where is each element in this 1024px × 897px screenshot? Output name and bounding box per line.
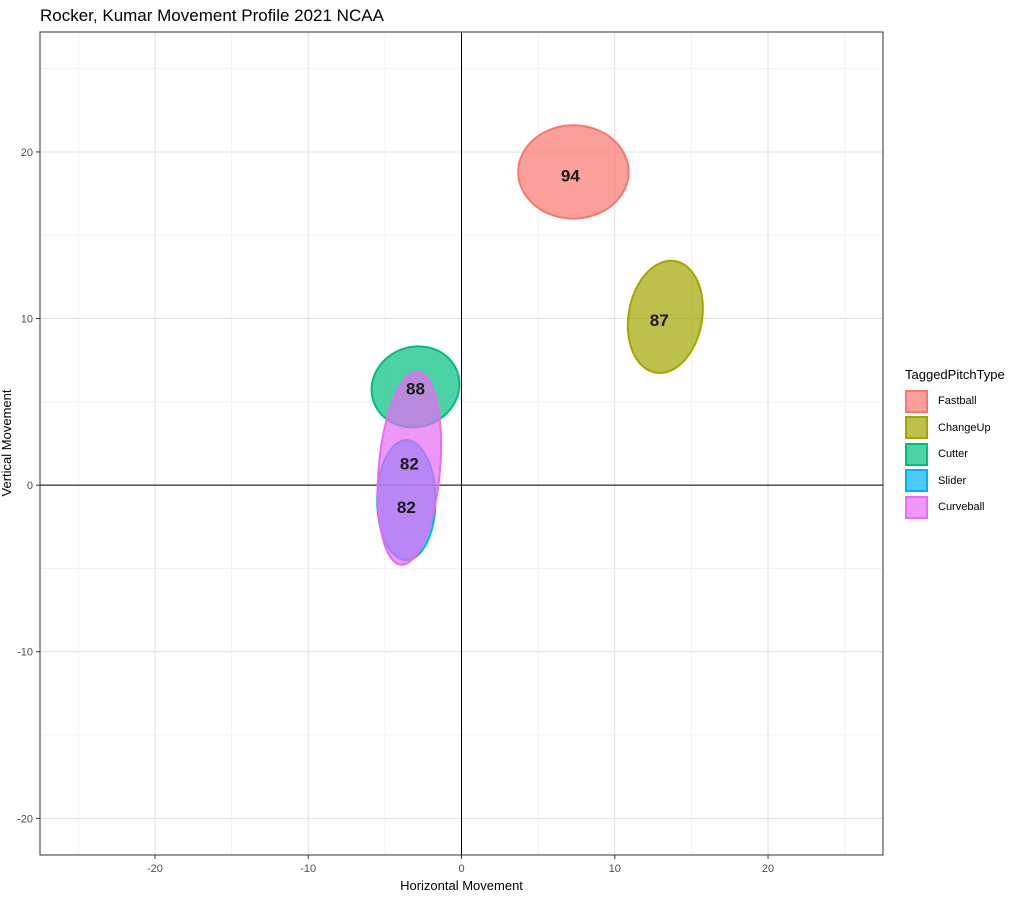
- legend-item-curveball: Curveball: [905, 494, 1005, 521]
- y-axis-ticks: -20 -10 0 10 20: [17, 147, 40, 825]
- velocity-label-slider: 82: [397, 498, 416, 517]
- legend-label: ChangeUp: [938, 421, 991, 434]
- x-axis-ticks: -20 -10 0 10 20: [147, 855, 774, 875]
- legend-key-changeup: [905, 416, 928, 440]
- x-tick-label: 10: [609, 863, 621, 875]
- legend-label: Curveball: [938, 501, 985, 514]
- legend-item-cutter: Cutter: [905, 441, 1005, 468]
- legend-title: TaggedPitchType: [905, 367, 1005, 382]
- legend: TaggedPitchType Fastball ChangeUp Cutter Sl…: [905, 367, 1005, 521]
- legend-items: Fastball ChangeUp Cutter Slider Curveball: [905, 388, 1005, 521]
- velocity-label-cutter: 88: [406, 380, 425, 399]
- zero-lines: [40, 32, 883, 855]
- x-tick-label: 0: [458, 863, 464, 875]
- velocity-labels: 94 87 88 82 82: [397, 166, 669, 517]
- ellipse-fastball: [517, 124, 630, 220]
- x-tick-label: -20: [147, 863, 163, 875]
- y-tick-label: 0: [27, 480, 33, 492]
- velocity-label-fastball: 94: [561, 166, 580, 185]
- x-axis-title: Horizontal Movement: [400, 878, 523, 893]
- y-tick-label: -10: [17, 647, 33, 659]
- legend-label: Slider: [938, 474, 967, 487]
- x-tick-label: 20: [762, 863, 774, 875]
- legend-label: Cutter: [938, 448, 968, 461]
- y-axis-title: Vertical Movement: [0, 389, 14, 496]
- y-tick-label: 20: [21, 147, 33, 159]
- ellipses: [370, 124, 704, 566]
- velocity-label-changeup: 87: [650, 311, 669, 330]
- velocity-label-curveball: 82: [400, 454, 419, 473]
- legend-key-cutter: [905, 442, 928, 466]
- ellipse-changeup: [626, 259, 704, 375]
- chart-title: Rocker, Kumar Movement Profile 2021 NCAA: [40, 6, 384, 25]
- y-tick-label: -20: [17, 813, 33, 825]
- legend-key-curveball: [905, 495, 928, 519]
- legend-item-fastball: Fastball: [905, 388, 1005, 415]
- legend-item-changeup: ChangeUp: [905, 415, 1005, 442]
- legend-label: Fastball: [938, 395, 977, 408]
- ellipse-curveball: [376, 371, 443, 566]
- x-tick-label: -10: [300, 863, 316, 875]
- legend-key-fastball: [905, 389, 928, 413]
- legend-item-slider: Slider: [905, 468, 1005, 495]
- y-tick-label: 10: [21, 314, 33, 326]
- legend-key-slider: [905, 469, 928, 493]
